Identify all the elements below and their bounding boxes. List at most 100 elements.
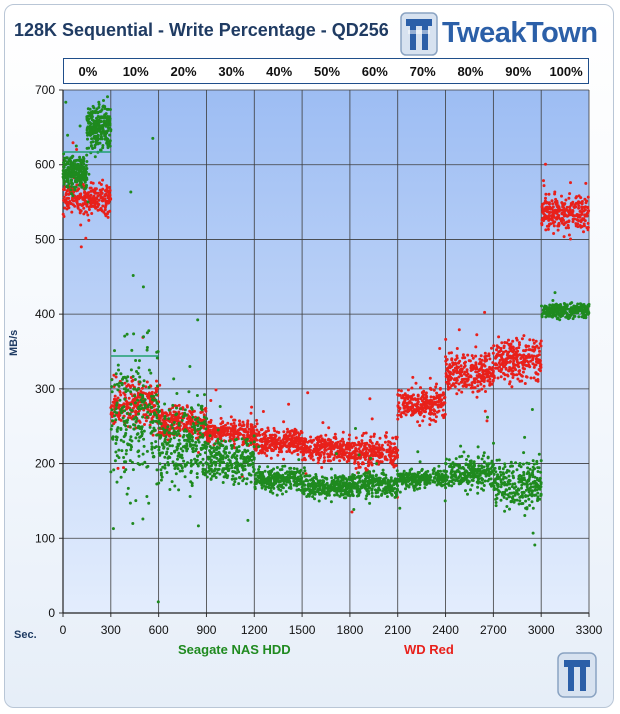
data-point	[142, 437, 146, 441]
data-point	[71, 175, 75, 179]
data-point	[534, 371, 538, 375]
data-point	[304, 450, 308, 454]
data-point	[502, 350, 505, 354]
data-point	[367, 461, 371, 465]
data-point	[513, 366, 517, 370]
data-point	[479, 354, 483, 358]
data-point	[317, 448, 321, 451]
data-point	[303, 437, 307, 441]
data-point	[564, 198, 568, 202]
data-point	[478, 357, 482, 361]
data-point	[560, 201, 564, 205]
data-point	[130, 379, 134, 383]
data-point	[259, 428, 263, 432]
data-point	[463, 381, 467, 385]
data-point	[233, 427, 237, 431]
data-point	[392, 463, 395, 467]
data-point	[557, 207, 561, 211]
data-point	[172, 436, 176, 440]
x-tick-label: 3300	[576, 623, 603, 637]
data-point	[224, 467, 228, 471]
data-point	[209, 477, 213, 481]
data-point	[416, 397, 420, 401]
data-point	[350, 510, 354, 514]
data-point	[246, 518, 250, 522]
data-point	[354, 448, 358, 451]
data-point	[354, 467, 358, 470]
data-point	[173, 404, 177, 408]
data-point	[190, 413, 194, 417]
data-point	[483, 355, 487, 359]
data-point	[111, 435, 115, 439]
data-point	[534, 357, 538, 361]
data-point	[464, 385, 468, 389]
data-point	[141, 452, 145, 456]
data-point	[155, 350, 159, 354]
data-point	[317, 499, 321, 503]
data-point	[282, 457, 286, 461]
data-point	[326, 488, 330, 492]
data-point	[134, 499, 138, 503]
data-point	[339, 455, 343, 459]
data-point	[227, 469, 231, 472]
data-point	[206, 425, 210, 429]
data-point	[430, 405, 434, 408]
data-point	[547, 201, 551, 205]
data-point	[409, 405, 412, 409]
data-point	[486, 379, 490, 383]
data-point	[232, 483, 236, 486]
data-point	[277, 484, 281, 488]
data-point	[352, 486, 356, 490]
data-point	[289, 486, 293, 490]
data-point	[569, 181, 572, 185]
data-point	[332, 458, 336, 461]
data-point	[257, 430, 261, 434]
data-point	[115, 401, 119, 405]
data-point	[130, 348, 134, 352]
data-point	[366, 490, 370, 494]
data-point	[482, 378, 486, 382]
data-point	[308, 484, 312, 488]
data-point	[91, 196, 95, 199]
data-point	[508, 382, 511, 386]
data-point	[229, 429, 233, 433]
data-point	[386, 443, 390, 447]
data-point	[419, 386, 422, 390]
data-point	[114, 418, 118, 422]
data-point	[190, 438, 194, 442]
data-point	[354, 443, 358, 447]
data-point	[192, 409, 196, 413]
data-point	[163, 416, 167, 420]
data-point	[473, 386, 477, 390]
data-point	[432, 412, 436, 416]
data-point	[491, 351, 495, 355]
data-point	[66, 180, 70, 184]
data-point	[233, 424, 237, 428]
data-point	[218, 472, 222, 476]
data-point	[187, 414, 191, 418]
data-point	[64, 191, 68, 195]
data-point	[243, 468, 247, 471]
data-point	[394, 451, 398, 455]
data-point	[446, 377, 450, 381]
data-point	[503, 341, 507, 344]
data-point	[64, 100, 68, 104]
data-point	[188, 495, 192, 498]
data-point	[199, 426, 203, 430]
data-point	[488, 377, 492, 381]
data-point	[176, 429, 180, 433]
data-point	[341, 474, 345, 478]
data-point	[224, 446, 228, 450]
data-point	[422, 396, 426, 400]
data-point	[383, 440, 387, 444]
y-tick-label: 100	[35, 531, 55, 545]
data-point	[531, 358, 535, 362]
data-point	[285, 450, 289, 454]
data-point	[231, 474, 235, 478]
data-point	[291, 439, 295, 443]
data-point	[84, 210, 88, 214]
data-point	[233, 418, 237, 422]
data-point	[93, 120, 97, 124]
data-point	[224, 440, 228, 443]
